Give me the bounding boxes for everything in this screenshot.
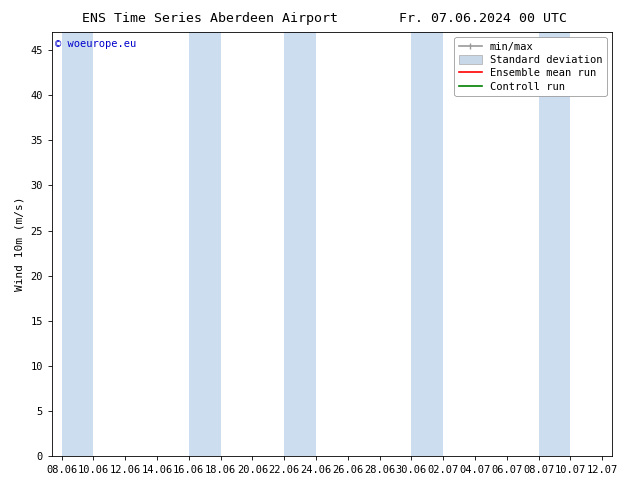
Text: ENS Time Series Aberdeen Airport: ENS Time Series Aberdeen Airport	[82, 12, 339, 25]
Text: Fr. 07.06.2024 00 UTC: Fr. 07.06.2024 00 UTC	[399, 12, 567, 25]
Legend: min/max, Standard deviation, Ensemble mean run, Controll run: min/max, Standard deviation, Ensemble me…	[455, 37, 607, 96]
Bar	[411, 32, 443, 456]
Bar	[189, 32, 221, 456]
Y-axis label: Wind 10m (m/s): Wind 10m (m/s)	[15, 197, 25, 292]
Bar	[61, 32, 93, 456]
Bar	[284, 32, 316, 456]
Bar	[539, 32, 571, 456]
Text: © woeurope.eu: © woeurope.eu	[55, 39, 136, 49]
